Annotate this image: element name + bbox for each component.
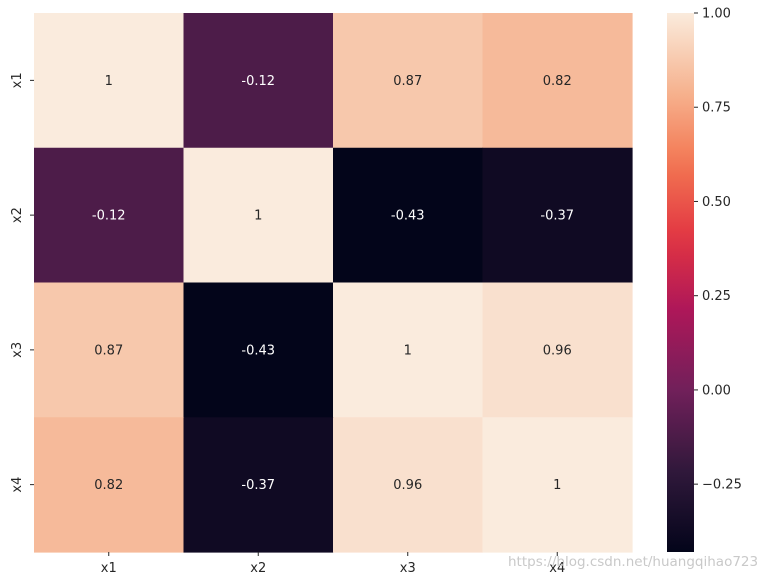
heatmap-cell-x1-x2 <box>183 13 334 149</box>
y-tick-label: x4 <box>10 477 25 493</box>
cell-annotation: -0.43 <box>391 209 425 224</box>
cell-annotation: 1 <box>254 209 262 224</box>
heatmap-cell-x4-x2 <box>183 417 334 553</box>
cell-annotation: -0.43 <box>241 343 275 358</box>
cell-annotation: 0.96 <box>393 478 422 493</box>
heatmap-cell-x3-x3 <box>333 282 484 418</box>
colorbar-tick-label: 0.50 <box>702 195 731 210</box>
cell-annotation: 0.87 <box>393 74 422 89</box>
heatmap-cell-x1-x4 <box>482 13 633 149</box>
heatmap-cells <box>34 13 633 553</box>
y-tick-label: x2 <box>10 207 25 223</box>
colorbar: −0.25 0.00 0.25 0.50 0.75 1.00 <box>667 7 742 552</box>
heatmap-cell-x1-x1 <box>34 13 185 149</box>
colorbar-tick-label: 0.75 <box>702 101 731 116</box>
heatmap-cell-x4-x1 <box>34 417 185 553</box>
cell-annotation: -0.37 <box>540 209 574 224</box>
heatmap-cell-x3-x1 <box>34 282 185 418</box>
heatmap-cell-x3-x4 <box>482 282 633 418</box>
cell-annotation: 1 <box>553 478 561 493</box>
colorbar-tick-label: 1.00 <box>702 7 731 22</box>
x-tick-label: x1 <box>101 561 117 576</box>
heatmap-cell-x2-x4 <box>482 147 633 284</box>
heatmap-cell-x2-x2 <box>183 147 334 284</box>
cell-annotation: 0.82 <box>543 74 572 89</box>
y-tick-label: x1 <box>10 72 25 88</box>
heatmap-cell-x2-x1 <box>34 147 185 284</box>
cell-annotation: 1 <box>404 343 412 358</box>
cell-annotation: -0.37 <box>241 478 275 493</box>
cell-annotation: 0.82 <box>94 478 123 493</box>
x-axis: x1 x2 x3 x4 <box>101 552 565 576</box>
x-tick-label: x4 <box>549 561 565 576</box>
colorbar-tick-label: 0.00 <box>702 383 731 398</box>
x-tick-label: x2 <box>250 561 266 576</box>
cell-annotation: 0.87 <box>94 343 123 358</box>
colorbar-tick-label: −0.25 <box>702 478 742 493</box>
x-tick-label: x3 <box>400 561 416 576</box>
heatmap-cell-x2-x3 <box>333 147 484 284</box>
cell-annotations: 1 -0.12 0.87 0.82 -0.12 1 -0.43 -0.37 0.87 -0.43 1… <box>92 74 574 493</box>
colorbar-gradient <box>667 13 694 552</box>
y-axis: x1 x2 x3 x4 <box>10 72 34 493</box>
heatmap-cell-x3-x2 <box>183 282 334 418</box>
heatmap-cell-x4-x3 <box>333 417 484 553</box>
watermark-text: https://blog.csdn.net/huangqihao723 <box>508 554 759 570</box>
cell-annotation: 1 <box>105 74 113 89</box>
cell-annotation: 0.96 <box>543 343 572 358</box>
colorbar-tick-label: 0.25 <box>702 289 731 304</box>
heatmap-cell-x4-x4 <box>482 417 633 553</box>
cell-annotation: -0.12 <box>241 74 275 89</box>
heatmap-cell-x1-x3 <box>333 13 484 149</box>
y-tick-label: x3 <box>10 342 25 358</box>
cell-annotation: -0.12 <box>92 209 126 224</box>
